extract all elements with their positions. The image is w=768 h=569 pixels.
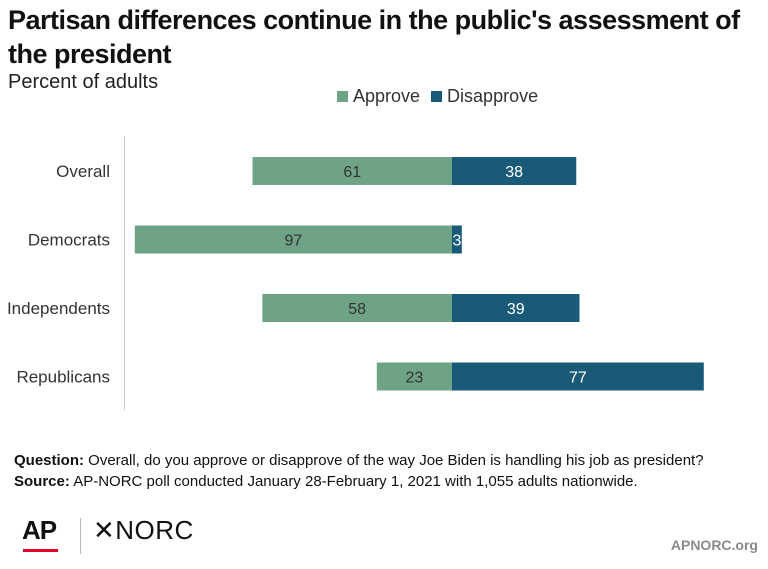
bar-disapprove bbox=[452, 362, 704, 391]
data-label-approve: 23 bbox=[405, 370, 423, 387]
category-label: Independents bbox=[7, 299, 110, 318]
category-label: Republicans bbox=[16, 368, 110, 387]
norc-logo: ✕NORC bbox=[93, 515, 194, 545]
data-label-disapprove: 38 bbox=[505, 164, 523, 181]
legend-swatch-approve bbox=[337, 90, 348, 102]
chart-subtitle: Percent of adults bbox=[8, 71, 159, 93]
ap-logo-underline bbox=[23, 549, 58, 552]
chart-title: Partisan differences continue in the pub… bbox=[8, 5, 740, 69]
legend-item-approve: Approve bbox=[337, 86, 420, 107]
data-label-disapprove: 39 bbox=[507, 301, 525, 318]
question-text: Overall, do you approve or disapprove of… bbox=[88, 452, 704, 469]
chart-notes: Question: Overall, do you approve or dis… bbox=[14, 450, 759, 492]
source-label: Source: bbox=[14, 473, 70, 490]
bar-approve bbox=[376, 362, 452, 391]
legend: Approve Disapprove bbox=[337, 84, 549, 108]
data-label-approve: 97 bbox=[285, 233, 303, 250]
data-label-approve: 61 bbox=[343, 164, 361, 181]
data-label-approve: 58 bbox=[348, 301, 366, 318]
site-link[interactable]: APNORC.org bbox=[670, 537, 758, 553]
logo-divider bbox=[80, 518, 81, 554]
question-note: Question: Overall, do you approve or dis… bbox=[14, 450, 759, 471]
bar-approve bbox=[252, 157, 452, 185]
category-label: Overall bbox=[56, 162, 110, 181]
legend-item-disapprove: Disapprove bbox=[431, 86, 538, 107]
legend-label-disapprove: Disapprove bbox=[447, 85, 539, 106]
legend-label-approve: Approve bbox=[353, 85, 421, 106]
legend-swatch-disapprove bbox=[431, 90, 443, 102]
bar-approve bbox=[262, 294, 452, 322]
ap-logo: AP bbox=[22, 515, 57, 545]
source-note: Source: AP-NORC poll conducted January 2… bbox=[14, 471, 759, 492]
data-label-disapprove: 77 bbox=[569, 370, 587, 387]
data-label-disapprove: 3 bbox=[452, 233, 461, 250]
category-label: Democrats bbox=[28, 231, 110, 250]
bar-disapprove bbox=[452, 157, 577, 185]
source-text: AP-NORC poll conducted January 28-Februa… bbox=[73, 473, 638, 490]
bar-approve bbox=[134, 225, 452, 254]
bar-disapprove bbox=[452, 225, 462, 254]
question-label: Question: bbox=[14, 452, 84, 469]
bar-disapprove bbox=[452, 294, 580, 322]
bar-chart: Overall 61 38 Democrats 97 3 Independents 58 39 R… bbox=[7, 136, 704, 410]
